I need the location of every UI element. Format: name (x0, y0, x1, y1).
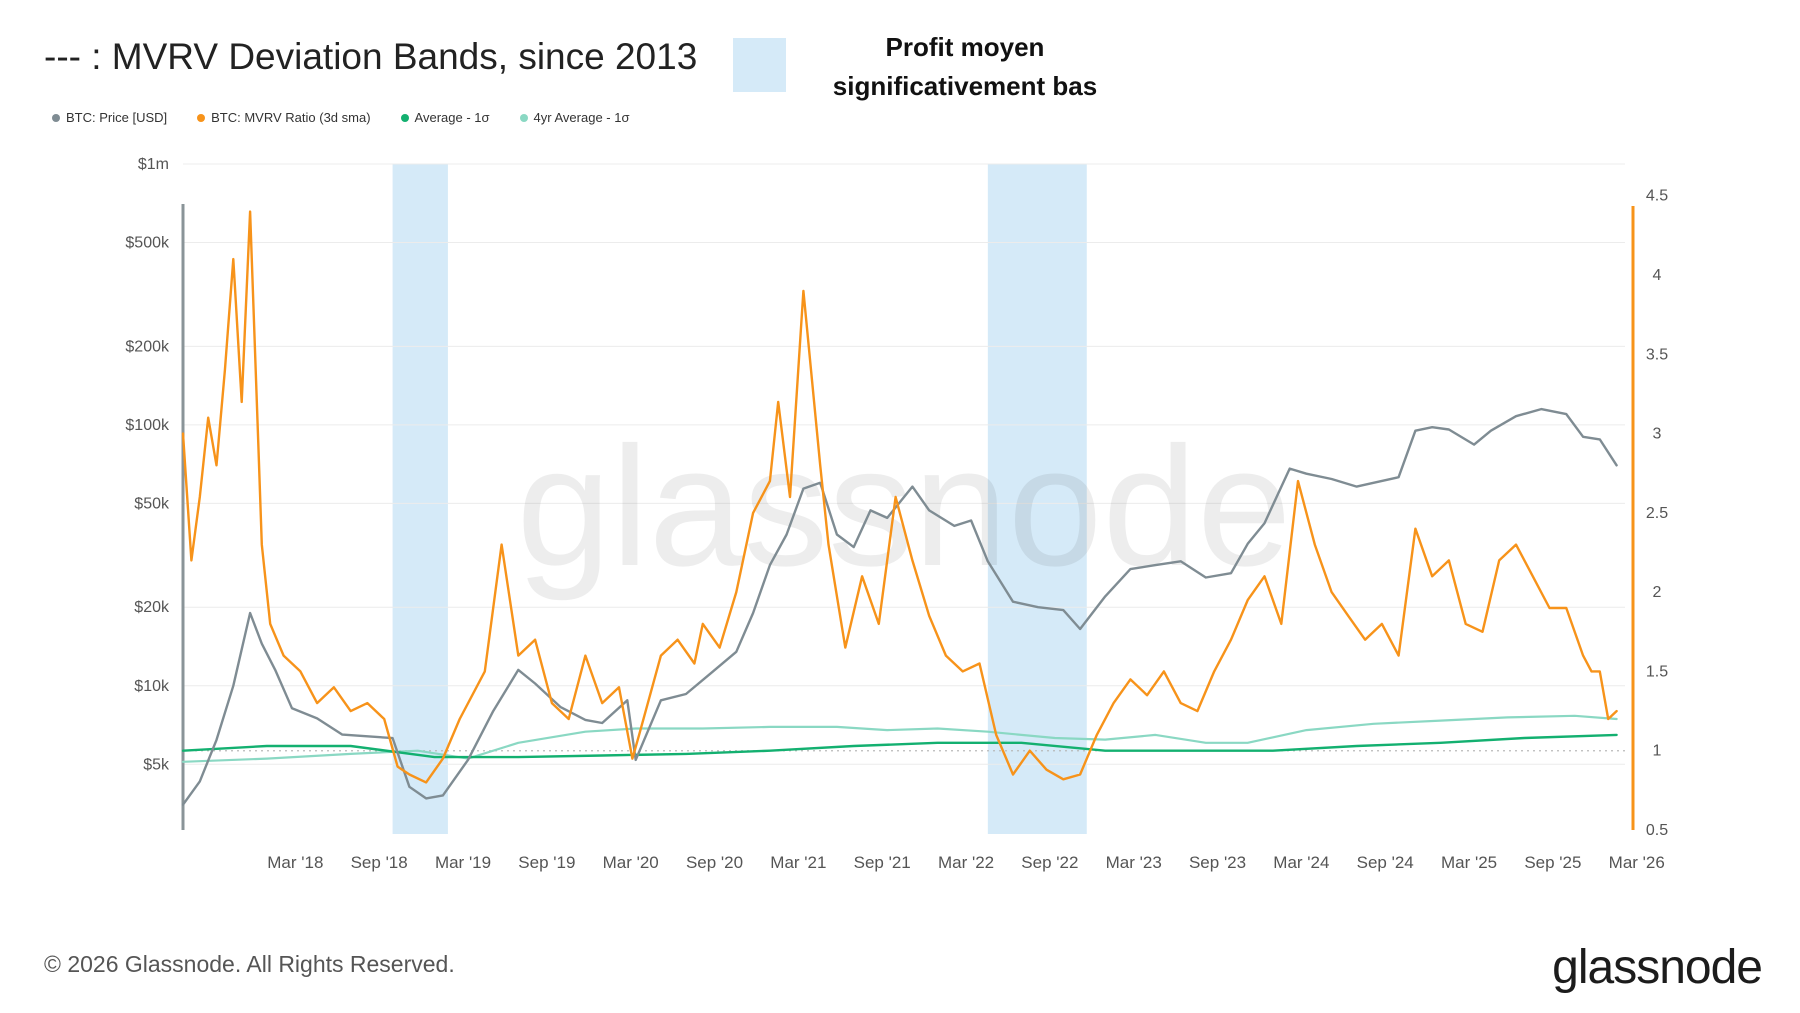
x-tick-label: Mar '18 (267, 853, 323, 872)
watermark: glassnode (516, 412, 1291, 602)
x-tick-label: Sep '24 (1357, 853, 1414, 872)
annotation-line-1: Profit moyen (885, 32, 1045, 62)
x-tick-label: Mar '19 (435, 853, 491, 872)
x-tick-label: Mar '23 (1106, 853, 1162, 872)
x-tick-label: Sep '23 (1189, 853, 1246, 872)
y-left-tick-label: $500k (125, 235, 170, 252)
legend-label-mvrv: BTC: MVRV Ratio (3d sma) (211, 110, 371, 125)
y-right-tick-label: 1 (1653, 743, 1662, 760)
shaded-band-0 (392, 164, 448, 834)
y-left-tick-label: $50k (134, 495, 170, 512)
legend-label-price: BTC: Price [USD] (66, 110, 168, 125)
x-tick-label: Sep '20 (686, 853, 743, 872)
legend-item-price[interactable]: BTC: Price [USD] (52, 110, 167, 125)
y-right-tick-label: 3.5 (1646, 346, 1668, 363)
legend-dot-average (400, 113, 409, 122)
legend-dot-4yr-average (519, 113, 528, 122)
y-right-tick-label: 1.5 (1646, 663, 1668, 680)
glassnode-logo: glassnode (1552, 941, 1763, 994)
x-tick-label: Mar '26 (1609, 853, 1665, 872)
y-left-tick-label: $1m (138, 156, 169, 173)
legend-label-average: Average - 1σ (414, 110, 490, 125)
legend: BTC: Price [USD] BTC: MVRV Ratio (3d sma… (52, 110, 630, 125)
y-left-tick-label: $20k (134, 599, 170, 616)
x-tick-label: Mar '20 (603, 853, 659, 872)
annotation-text: Profit moyen significativement bas (800, 28, 1130, 106)
x-tick-label: Sep '25 (1524, 853, 1581, 872)
chart-title: --- : MVRV Deviation Bands, since 2013 (44, 36, 698, 77)
y-right-tick-label: 2 (1653, 584, 1662, 601)
legend-item-4yr-average[interactable]: 4yr Average - 1σ (519, 110, 630, 125)
series-line-1 (181, 210, 1618, 784)
x-tick-label: Mar '24 (1273, 853, 1329, 872)
legend-item-mvrv[interactable]: BTC: MVRV Ratio (3d sma) (197, 110, 371, 125)
x-tick-label: Mar '25 (1441, 853, 1497, 872)
y-left-tick-label: $5k (143, 756, 170, 773)
y-right-tick-label: 3 (1653, 426, 1662, 443)
legend-item-average[interactable]: Average - 1σ (400, 110, 490, 125)
series-line-2 (181, 733, 1618, 759)
annotation-swatch (733, 38, 786, 92)
x-tick-label: Sep '19 (518, 853, 575, 872)
y-right-tick-label: 4 (1653, 267, 1662, 284)
x-tick-label: Sep '22 (1021, 853, 1078, 872)
y-left-tick-label: $100k (125, 417, 170, 434)
x-tick-label: Mar '21 (770, 853, 826, 872)
legend-dot-mvrv (197, 113, 206, 122)
y-right-tick-label: 2.5 (1646, 505, 1668, 522)
copyright-footer: © 2026 Glassnode. All Rights Reserved. (44, 951, 455, 977)
shaded-band-1 (987, 164, 1087, 834)
x-tick-label: Sep '18 (351, 853, 408, 872)
y-left-tick-label: $10k (134, 678, 170, 695)
legend-dot-price (52, 113, 60, 122)
x-tick-label: Mar '22 (938, 853, 994, 872)
y-left-tick-label: $200k (125, 338, 170, 355)
y-right-tick-label: 4.5 (1646, 188, 1668, 205)
annotation-line-2: significativement bas (832, 71, 1098, 101)
y-right-tick-label: 0.5 (1646, 822, 1668, 839)
legend-label-4yr-average: 4yr Average - 1σ (533, 110, 630, 125)
x-tick-label: Sep '21 (854, 853, 911, 872)
